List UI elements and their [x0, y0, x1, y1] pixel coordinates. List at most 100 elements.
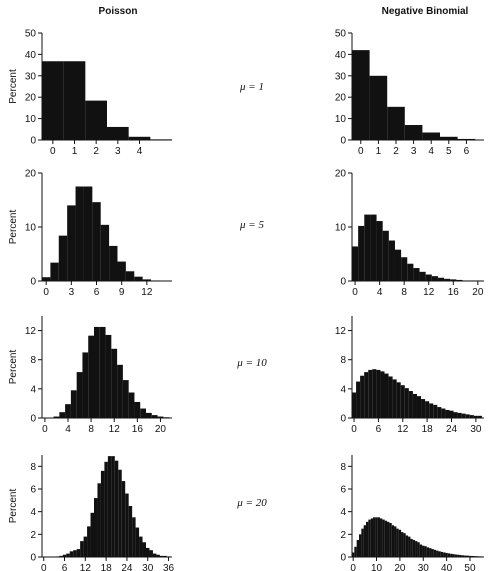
- histogram-bar: [59, 555, 63, 557]
- x-tick-label: 30: [418, 563, 430, 571]
- histogram-bar: [424, 546, 427, 557]
- x-tick-label: 12: [397, 424, 409, 435]
- x-tick-label: 9: [119, 287, 125, 298]
- histogram-bar: [146, 412, 152, 418]
- histogram-bar: [159, 555, 164, 557]
- x-tick-label: 16: [132, 424, 144, 435]
- x-tick-label: 6: [94, 287, 100, 298]
- x-tick-label: 0: [358, 146, 364, 157]
- histogram-bar: [356, 540, 360, 557]
- y-axis-label: Percent: [8, 350, 19, 385]
- y-tick-label: 10: [335, 114, 347, 125]
- histogram-bar: [452, 554, 455, 557]
- histogram-bar: [454, 554, 458, 557]
- y-tick-label: 0: [30, 553, 36, 564]
- histogram-bar: [92, 202, 101, 281]
- y-tick-label: 50: [335, 29, 347, 40]
- histogram-bar: [157, 416, 164, 418]
- histogram-bar: [363, 525, 367, 557]
- histogram-bar: [457, 138, 476, 140]
- histogram-bar: [387, 106, 405, 140]
- histogram-bar: [444, 278, 451, 281]
- histogram-bar: [436, 550, 439, 557]
- histogram-bar: [142, 542, 146, 557]
- x-tick-label: 1: [376, 146, 382, 157]
- histogram-bar: [117, 364, 123, 418]
- x-tick-label: 30: [470, 424, 482, 435]
- histogram-bar: [376, 221, 383, 281]
- y-tick-label: 2: [340, 530, 346, 541]
- x-tick-label: 20: [155, 424, 167, 435]
- histogram-bar: [94, 326, 100, 418]
- x-tick-label: 50: [464, 563, 476, 571]
- histogram-bar: [372, 369, 377, 418]
- histogram-bar: [450, 279, 457, 281]
- histogram-bar: [431, 276, 438, 281]
- histogram-bar: [464, 555, 467, 557]
- histogram-bar: [429, 548, 432, 557]
- histogram-bar: [473, 415, 478, 418]
- histogram-bar: [151, 415, 158, 418]
- histogram-bar: [50, 262, 59, 281]
- histogram-bar: [447, 553, 451, 557]
- histogram-bar: [453, 412, 458, 418]
- histogram-bar: [382, 519, 385, 557]
- histogram-bar: [396, 382, 401, 418]
- histogram-bar: [459, 555, 462, 557]
- histogram-bar: [66, 553, 70, 557]
- y-tick-label: 12: [25, 326, 37, 337]
- histogram-bar: [87, 526, 91, 557]
- histogram-bar: [111, 456, 115, 557]
- histogram-bar: [469, 415, 474, 418]
- y-tick-label: 4: [30, 384, 36, 395]
- histogram-bar: [377, 517, 381, 557]
- histogram-bar: [125, 271, 135, 281]
- histogram-bar: [431, 549, 434, 557]
- x-tick-label: 16: [448, 287, 460, 298]
- histogram-bar: [67, 205, 76, 281]
- histogram-bar: [354, 546, 357, 557]
- histogram-bar: [53, 416, 60, 418]
- mu-label: μ = 10: [236, 357, 267, 369]
- x-tick-label: 6: [376, 424, 382, 435]
- y-tick-label: 2: [30, 530, 36, 541]
- histogram-bar: [352, 392, 357, 418]
- y-axis-label: Percent: [8, 210, 19, 245]
- histogram-bar: [135, 527, 140, 557]
- histogram-bar: [128, 506, 133, 557]
- x-tick-label: 20: [394, 563, 406, 571]
- y-tick-label: 8: [30, 355, 36, 366]
- x-tick-label: 3: [115, 146, 121, 157]
- histogram-bar: [356, 381, 361, 418]
- poisson-column-title: Poisson: [98, 6, 138, 17]
- histogram-bar: [109, 245, 118, 281]
- x-tick-label: 0: [351, 424, 357, 435]
- x-tick-label: 0: [352, 287, 358, 298]
- y-tick-label: 12: [335, 326, 347, 337]
- histogram-bar: [364, 372, 369, 418]
- histogram-bar: [391, 525, 395, 557]
- histogram-bar: [410, 538, 413, 557]
- histogram-bar: [384, 520, 388, 557]
- x-tick-label: 12: [80, 563, 92, 571]
- x-tick-label: 4: [137, 146, 143, 157]
- y-tick-label: 50: [25, 29, 37, 40]
- histogram-bar: [121, 481, 126, 557]
- histogram-bar: [450, 553, 453, 557]
- x-tick-label: 12: [423, 287, 435, 298]
- x-tick-label: 30: [142, 563, 154, 571]
- y-tick-label: 4: [30, 507, 36, 518]
- x-tick-label: 2: [393, 146, 399, 157]
- x-tick-label: 8: [88, 424, 94, 435]
- histogram-bar: [449, 410, 454, 418]
- x-tick-label: 1: [72, 146, 78, 157]
- histogram-bar: [85, 100, 107, 140]
- histogram-bar: [471, 555, 474, 557]
- histogram-bar: [437, 407, 442, 418]
- histogram-bar: [461, 413, 466, 418]
- histogram-bar: [42, 277, 51, 281]
- histogram-bar: [380, 518, 383, 557]
- histogram-bar: [104, 461, 108, 557]
- histogram-bar: [368, 519, 371, 557]
